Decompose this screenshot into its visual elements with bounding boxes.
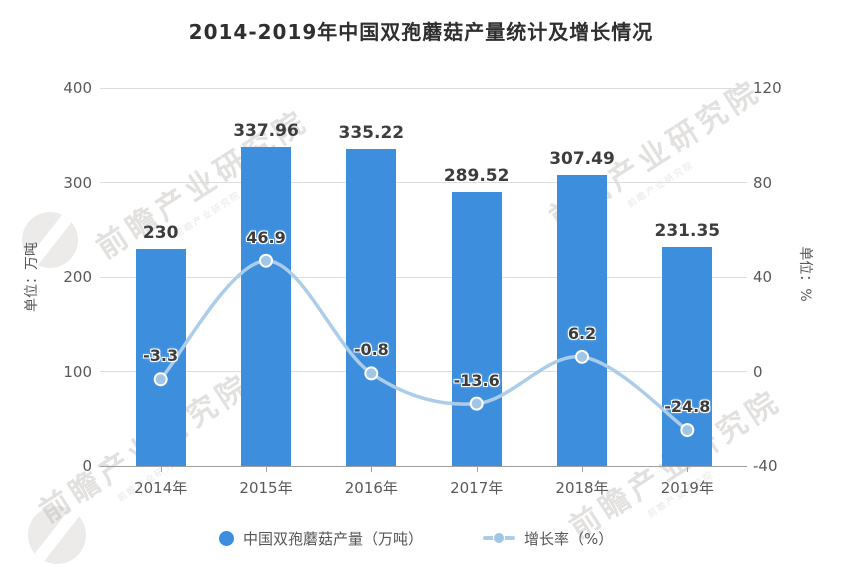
x-axis-tick [266, 466, 267, 472]
line-value-label: -3.3 [143, 346, 179, 366]
bar-value-label: 335.22 [338, 123, 405, 144]
right-axis-tick-label: -40 [753, 457, 778, 475]
right-axis-tick-label: 0 [753, 362, 763, 381]
bar-value-label: 307.49 [549, 149, 615, 170]
x-axis-label-2017年: 2017年 [450, 479, 504, 497]
line-value-label: -13.6 [453, 370, 500, 390]
line-point-2019年 [680, 423, 695, 438]
gridline [100, 371, 747, 372]
bar-value-label: 230 [142, 222, 179, 243]
legend-item-production[interactable]: 中国双孢蘑菇产量（万吨） [219, 525, 423, 551]
line-value-label: 6.2 [567, 323, 597, 343]
left-axis-tick-label: 400 [63, 79, 92, 97]
x-axis-line [100, 465, 747, 467]
gridline [100, 87, 747, 89]
line-value-label: 46.9 [246, 227, 286, 247]
bar-value-label: 337.96 [233, 120, 299, 141]
x-axis-tick [582, 466, 583, 472]
legend-item-growth-rate[interactable]: 增长率（%） [483, 525, 613, 551]
right-axis-tick-label: 40 [753, 268, 773, 286]
gridline [100, 182, 747, 183]
gridline [100, 276, 747, 278]
x-axis-tick [476, 466, 478, 472]
line-point-2018年 [575, 349, 589, 364]
x-axis-label-2014年: 2014年 [134, 479, 188, 497]
bar-value-label: 231.35 [654, 221, 721, 242]
line-point-2017年 [469, 396, 484, 411]
chart-title: 2014-2019年中国双孢蘑菇产量统计及增长情况 [188, 20, 654, 44]
legend-label: 中国双孢蘑菇产量（万吨） [243, 529, 424, 548]
x-axis-label-2016年: 2016年 [344, 479, 398, 497]
bar-2017年 [451, 192, 502, 466]
left-axis-tick-label: 100 [63, 362, 92, 381]
bar-series-legend-marker [219, 530, 234, 546]
x-axis-tick [160, 466, 162, 472]
line-value-label: -0.8 [353, 340, 389, 360]
line-series-legend-marker [483, 532, 515, 544]
right-axis-tick-label: 80 [753, 173, 773, 192]
line-point-2014年 [153, 372, 168, 387]
left-axis-tick-label: 300 [63, 173, 92, 192]
x-axis-label-2019年: 2019年 [660, 479, 714, 497]
legend-label: 增长率（%） [524, 529, 614, 548]
left-axis-tick-label: 200 [63, 268, 92, 286]
x-axis-tick [371, 466, 373, 472]
x-axis-tick [687, 466, 689, 472]
line-point-2016年 [364, 366, 379, 381]
right-axis-tick-label: 120 [753, 79, 782, 97]
bar-value-label: 289.52 [443, 166, 510, 187]
x-axis-label-2015年: 2015年 [239, 479, 293, 497]
legend: 中国双孢蘑菇产量（万吨） 增长率（%） [0, 525, 842, 551]
bar-2018年 [557, 175, 607, 466]
bar-2016年 [346, 149, 397, 466]
x-axis-label-2018年: 2018年 [555, 479, 609, 497]
line-legend-dot [493, 532, 505, 544]
line-path [159, 258, 689, 432]
line-value-label: -24.8 [664, 397, 711, 417]
left-axis-tick-label: 0 [82, 457, 92, 475]
bar-2015年 [241, 146, 291, 466]
line-point-2015年 [259, 253, 273, 268]
